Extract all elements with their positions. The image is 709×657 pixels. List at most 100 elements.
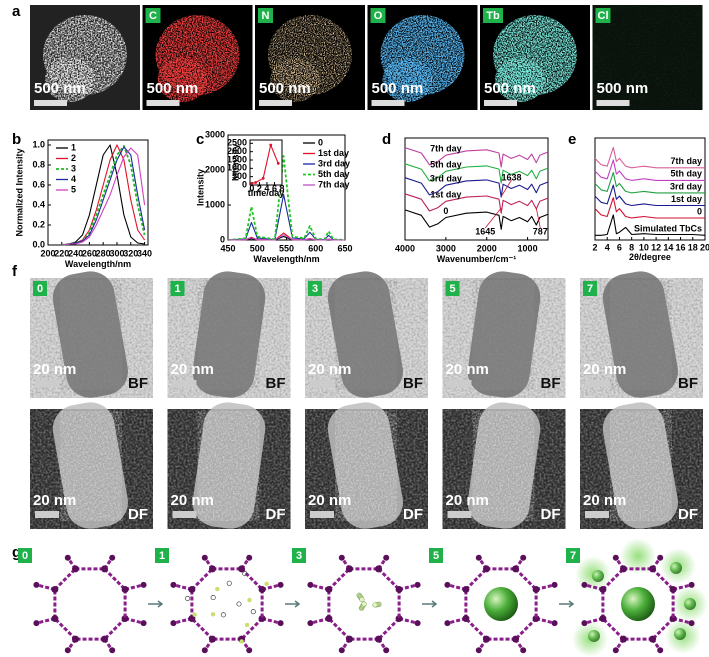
framework-link bbox=[240, 617, 264, 641]
x-tick-label: 4000 bbox=[395, 243, 415, 253]
framework-node bbox=[599, 585, 607, 593]
series-line bbox=[594, 184, 705, 207]
x-tick-label: 14 bbox=[663, 242, 673, 252]
framework-node bbox=[395, 585, 403, 593]
scale-bar-label: 20 nm bbox=[33, 492, 76, 509]
legend-label: 1 bbox=[71, 142, 76, 152]
framework-node bbox=[657, 647, 664, 654]
legend-label: 1st day bbox=[318, 148, 349, 158]
tem-rod-texture bbox=[472, 280, 535, 390]
label-text: 1 bbox=[174, 283, 180, 295]
x-tick-label: 220 bbox=[54, 248, 69, 258]
scale-bar bbox=[172, 511, 197, 518]
map-blob bbox=[382, 58, 433, 102]
legend-label: 0 bbox=[318, 137, 323, 147]
framework-node bbox=[599, 615, 607, 623]
framework-node bbox=[101, 565, 109, 573]
framework-link bbox=[53, 617, 77, 641]
framework-node bbox=[482, 565, 490, 573]
label-text: 7 bbox=[570, 550, 576, 562]
scale-bar-label: 20 nm bbox=[446, 361, 489, 378]
particle bbox=[484, 587, 518, 621]
x-axis-label: time/day bbox=[248, 188, 285, 198]
legend-label: 7th day bbox=[318, 179, 350, 189]
annotation-arrow bbox=[501, 179, 512, 197]
framework-link bbox=[464, 567, 488, 591]
mode-label: DF bbox=[678, 506, 698, 523]
framework-link bbox=[327, 567, 351, 591]
arrow bbox=[148, 600, 164, 608]
series-label: Simulated TbCs bbox=[634, 224, 702, 234]
mode-label: BF bbox=[403, 375, 423, 392]
y-tick-label: 3000 bbox=[205, 129, 225, 139]
annotation-arrow bbox=[484, 207, 502, 229]
framework-node bbox=[688, 620, 695, 627]
framework-node bbox=[33, 581, 40, 588]
scale-bar-label: 500 nm bbox=[372, 80, 424, 97]
framework-node bbox=[581, 620, 588, 627]
framework-link bbox=[514, 567, 538, 591]
framework-node bbox=[258, 615, 266, 623]
molecule bbox=[250, 609, 256, 615]
y-tick-label: 1500 bbox=[227, 154, 247, 164]
x-tick-label: 200 bbox=[40, 248, 55, 258]
y-tick-label: 2000 bbox=[205, 164, 225, 174]
framework-link bbox=[514, 617, 538, 641]
panel-label: d bbox=[382, 131, 391, 148]
x-tick-label: 450 bbox=[220, 243, 235, 253]
small-particle bbox=[670, 562, 682, 574]
glow bbox=[620, 538, 656, 574]
series-line bbox=[404, 163, 549, 184]
y-tick-label: 2500 bbox=[227, 138, 247, 148]
label-box bbox=[170, 281, 185, 296]
mode-label: BF bbox=[128, 375, 148, 392]
framework-node bbox=[475, 647, 482, 654]
scale-bar bbox=[447, 511, 472, 518]
framework-node bbox=[246, 554, 253, 561]
cluster-dot bbox=[361, 601, 367, 607]
map-blob bbox=[45, 58, 95, 102]
y-tick-label: 1000 bbox=[227, 163, 247, 173]
y-tick-label: 0.0 bbox=[32, 239, 45, 249]
molecule bbox=[192, 612, 197, 617]
framework-node bbox=[208, 635, 216, 643]
x-tick-label: 10 bbox=[639, 242, 649, 252]
framework-node bbox=[345, 565, 353, 573]
x-tick-label: 340 bbox=[137, 248, 152, 258]
framework-node bbox=[258, 585, 266, 593]
framework-node bbox=[383, 554, 390, 561]
annotation: 787 bbox=[533, 226, 548, 236]
label-text: 7 bbox=[587, 283, 593, 295]
tem-rod-texture bbox=[197, 411, 260, 521]
framework-node bbox=[140, 581, 147, 588]
label-box bbox=[18, 548, 32, 563]
series-line bbox=[594, 171, 705, 194]
x-tick-label: 550 bbox=[279, 243, 294, 253]
x-tick-label: 18 bbox=[688, 242, 698, 252]
molecule bbox=[264, 581, 269, 587]
map-blob bbox=[592, 5, 703, 110]
label-box bbox=[155, 548, 169, 563]
framework-link bbox=[190, 567, 214, 591]
mode-label: DF bbox=[128, 506, 148, 523]
x-tick-label: 300 bbox=[109, 248, 124, 258]
small-particle bbox=[592, 570, 604, 582]
panel-label: b bbox=[12, 131, 21, 148]
label-box bbox=[258, 8, 273, 23]
framework-node bbox=[51, 615, 59, 623]
molecule bbox=[185, 595, 191, 601]
series-label: 7th day bbox=[430, 144, 462, 154]
framework-link bbox=[327, 617, 351, 641]
tem-rod-texture bbox=[197, 280, 260, 390]
framework-node bbox=[383, 647, 390, 654]
label-text: 3 bbox=[312, 283, 318, 295]
mode-label: BF bbox=[678, 375, 698, 392]
framework-node bbox=[208, 565, 216, 573]
series-line bbox=[594, 159, 705, 181]
framework-node bbox=[246, 647, 253, 654]
label-text: N bbox=[262, 10, 270, 22]
small-particle bbox=[674, 628, 686, 640]
x-tick-label: 2 bbox=[592, 242, 597, 252]
annotation: 1638 bbox=[501, 172, 521, 182]
series-line bbox=[594, 146, 705, 169]
